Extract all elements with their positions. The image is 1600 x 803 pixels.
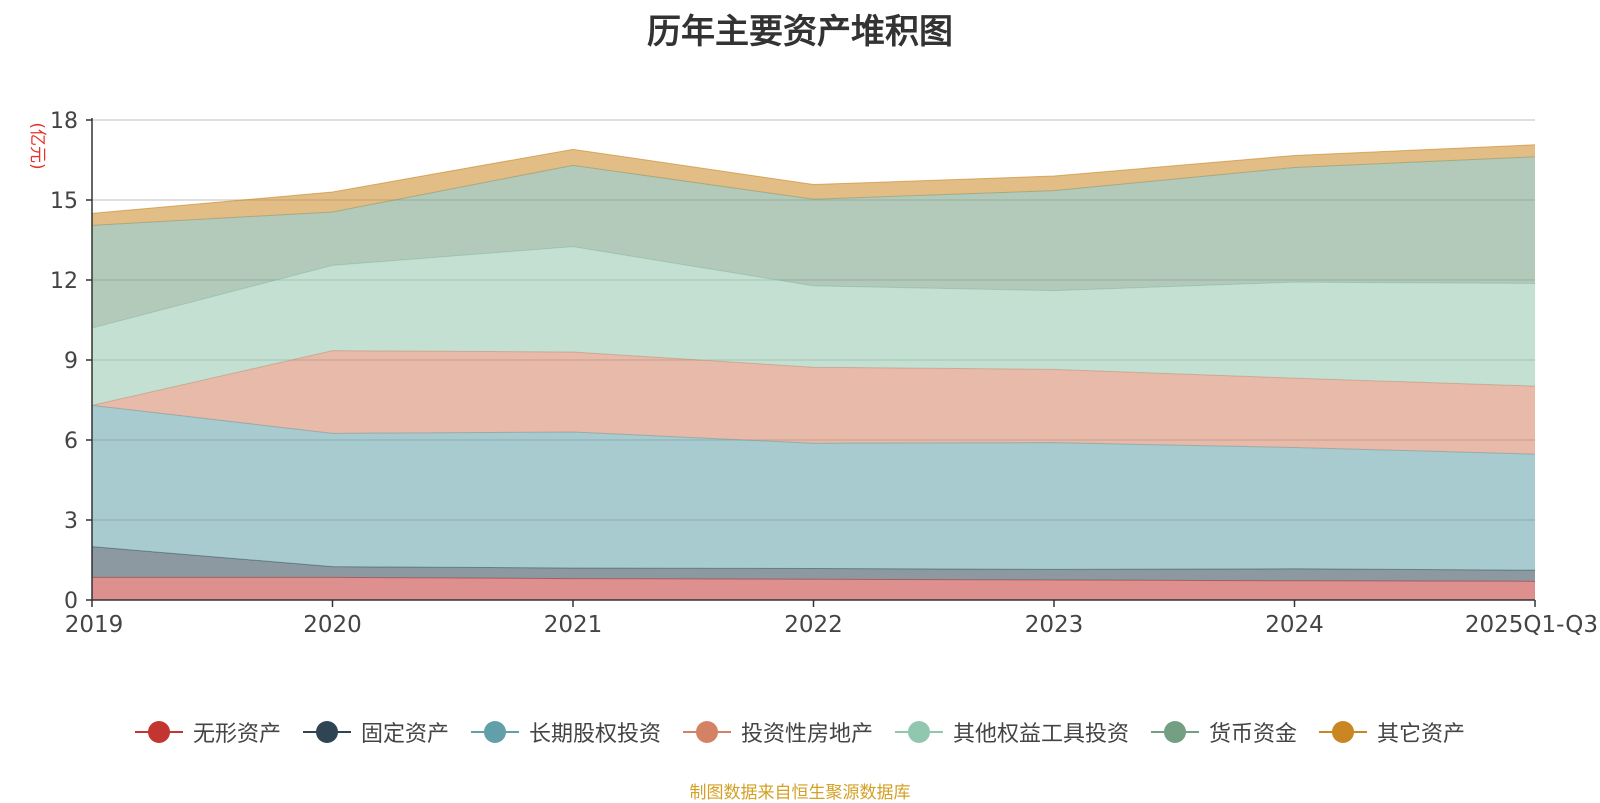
y-tick-label: 18 <box>50 109 78 134</box>
legend-marker-icon <box>470 718 519 746</box>
legend-marker-icon <box>302 718 351 746</box>
y-tick-label: 6 <box>64 429 78 454</box>
area-0 <box>92 577 1535 600</box>
legend-item[interactable]: 投资性房地产 <box>682 716 873 748</box>
area-2 <box>92 405 1535 571</box>
legend-label: 其它资产 <box>1377 722 1466 747</box>
y-tick-label: 9 <box>64 349 78 374</box>
x-tick-label: 2022 <box>784 612 843 638</box>
legend: 无形资产 固定资产 长期股权投资 投资性房地产 其他权益工具投资 货币资金 其它资产 <box>0 716 1600 748</box>
legend-label: 长期股权投资 <box>528 722 661 747</box>
legend-label: 投资性房地产 <box>740 722 873 747</box>
x-tick-label: 2019 <box>65 612 124 638</box>
legend-label: 无形资产 <box>192 722 281 747</box>
x-tick-label: 2020 <box>303 612 362 638</box>
legend-item[interactable]: 无形资产 <box>134 716 281 748</box>
legend-item[interactable]: 其它资产 <box>1319 716 1465 748</box>
legend-label: 固定资产 <box>360 722 449 747</box>
legend-marker-icon <box>682 718 731 746</box>
area-1 <box>92 546 1535 582</box>
legend-label: 其他权益工具投资 <box>953 722 1130 747</box>
y-tick-label: 3 <box>64 509 78 534</box>
x-tick-label: 2025Q1-Q3 <box>1465 612 1598 638</box>
legend-marker-icon <box>1151 718 1200 746</box>
y-tick-label: 12 <box>50 269 78 294</box>
x-tick-label: 2024 <box>1265 612 1324 638</box>
legend-marker-icon <box>895 718 943 746</box>
legend-marker-icon <box>134 718 183 746</box>
area-5 <box>92 156 1535 328</box>
area-edge-6 <box>91 144 1536 214</box>
legend-marker-icon <box>1319 718 1368 746</box>
area-4 <box>92 246 1535 406</box>
x-tick-label: 2023 <box>1025 612 1084 638</box>
legend-item[interactable]: 固定资产 <box>302 716 449 748</box>
legend-item[interactable]: 其他权益工具投资 <box>895 716 1129 748</box>
x-tick-label: 2021 <box>544 612 603 638</box>
legend-item[interactable]: 货币资金 <box>1151 716 1297 748</box>
axes: 0 3 6 9 12 15 18 2019 2020 2021 2022 2023 2024 2025Q1… <box>50 109 1598 638</box>
chart-title: 历年主要资产堆积图 <box>647 12 953 52</box>
source-note: 制图数据来自恒生聚源数据库 <box>689 783 911 803</box>
legend-item[interactable]: 长期股权投资 <box>470 716 661 748</box>
area-series <box>91 144 1536 600</box>
y-tick-label: 0 <box>64 589 78 614</box>
y-axis-unit-label: (亿元) <box>27 122 47 169</box>
area-3 <box>92 350 1535 455</box>
legend-label: 货币资金 <box>1209 722 1298 747</box>
y-tick-label: 15 <box>50 189 78 214</box>
area-6 <box>92 144 1535 226</box>
